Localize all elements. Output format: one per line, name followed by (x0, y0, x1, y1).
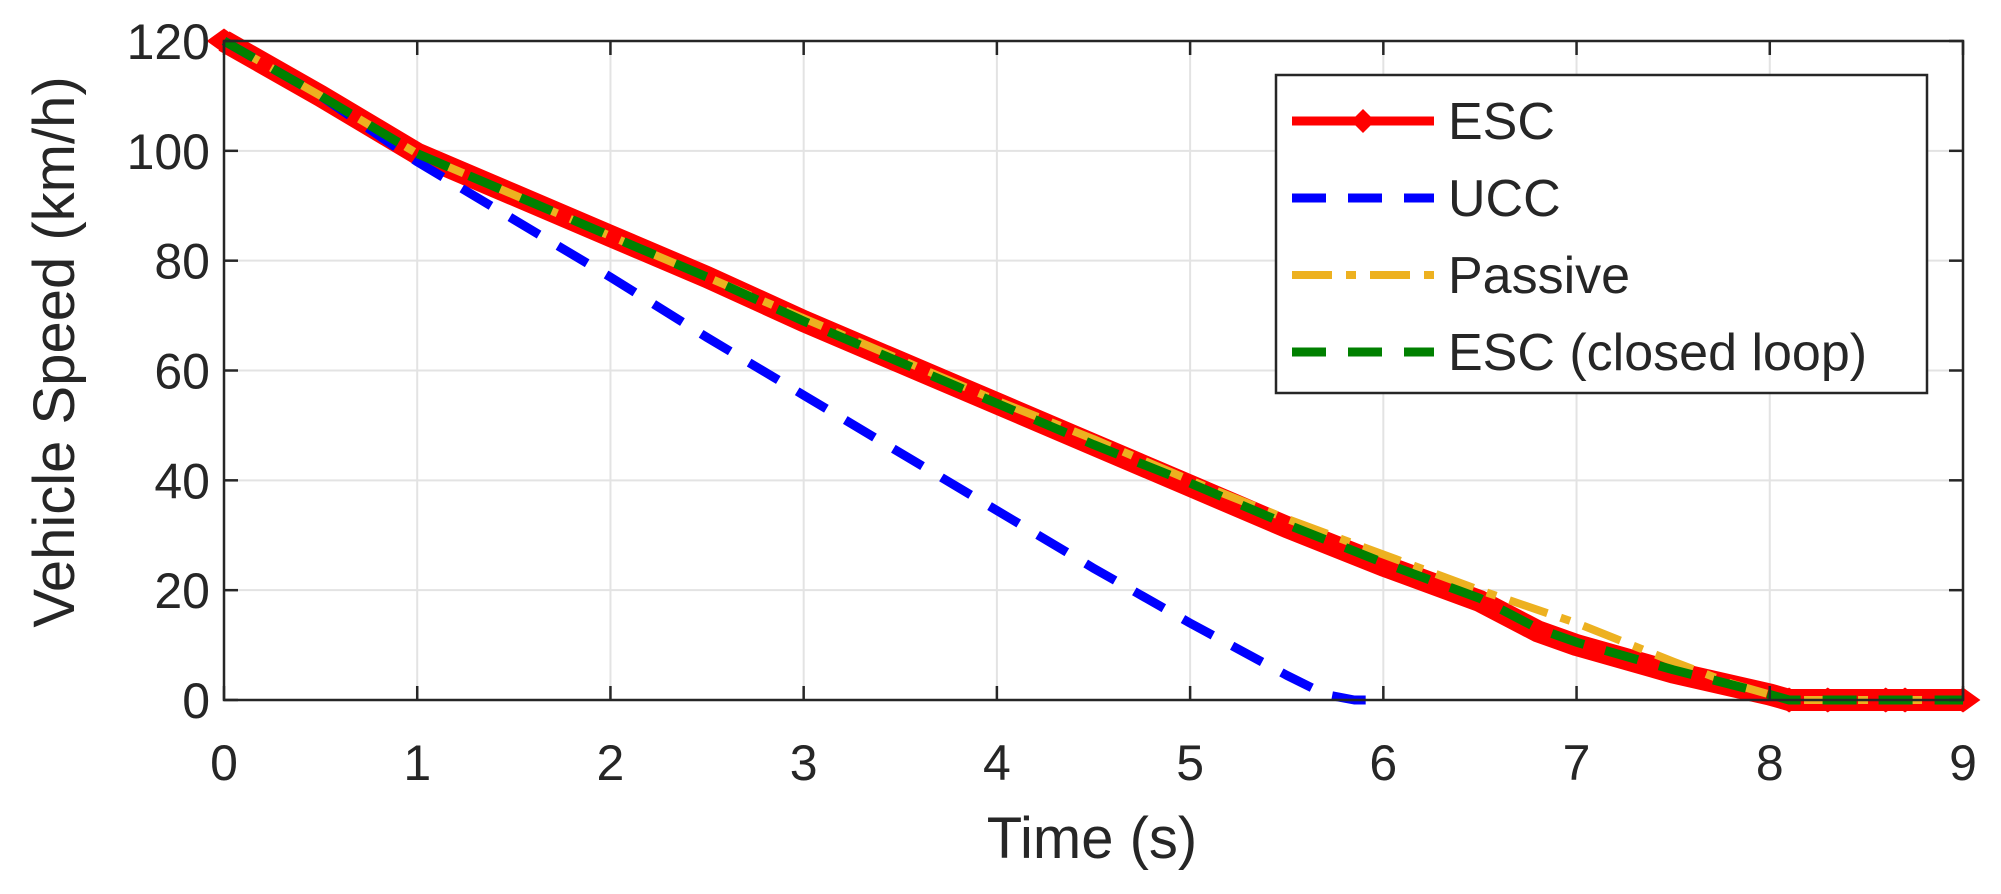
x-tick-label: 1 (403, 735, 431, 791)
y-tick-label: 60 (154, 344, 210, 400)
x-tick-label: 5 (1176, 735, 1204, 791)
y-tick-label: 20 (154, 563, 210, 619)
series-lines (206, 28, 1981, 713)
legend-box (1274, 73, 1929, 395)
tick-labels: 0 1 2 3 4 5 6 7 8 9 0 20 40 60 80 100 120 (127, 14, 1977, 791)
axes (222, 39, 1965, 702)
x-axis-title: Time (s) (987, 806, 1197, 871)
legend-label: ESC (closed loop) (1448, 324, 1867, 382)
x-tick-label: 9 (1949, 735, 1977, 791)
x-tick-label: 4 (983, 735, 1011, 791)
x-tick-label: 8 (1756, 735, 1784, 791)
legend-label: UCC (1448, 170, 1561, 228)
legend-label: Passive (1448, 247, 1630, 305)
legend-marker (1351, 109, 1375, 133)
x-tick-label: 6 (1369, 735, 1397, 791)
y-tick-label: 120 (127, 14, 210, 70)
x-tick-label: 0 (210, 735, 238, 791)
x-tick-label: 3 (790, 735, 818, 791)
y-tick-label: 40 (154, 453, 210, 509)
legend: ESC UCC Passive ESC (closed loop) (1274, 73, 1929, 395)
x-tick-label: 2 (597, 735, 625, 791)
y-axis-title: Vehicle Speed (km/h) (22, 76, 87, 627)
y-tick-label: 0 (182, 673, 210, 729)
series-line (221, 37, 1963, 705)
x-tick-label: 7 (1563, 735, 1591, 791)
legend-label: ESC (1448, 93, 1555, 151)
y-tick-label: 100 (127, 124, 210, 180)
y-tick-label: 80 (154, 234, 210, 290)
series-line (221, 37, 1384, 705)
